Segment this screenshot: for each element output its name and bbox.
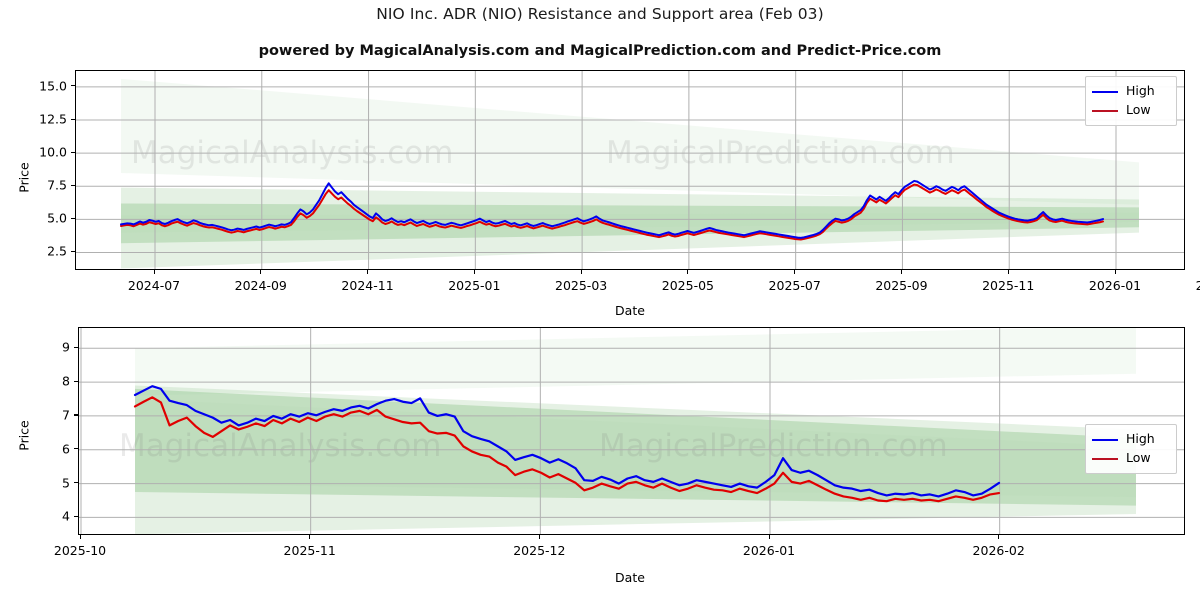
x-tick-label: 2025-11 xyxy=(283,543,336,558)
legend-swatch-low xyxy=(1092,109,1118,112)
legend-row-high: High xyxy=(1092,430,1168,449)
y-tick-mark xyxy=(71,217,75,219)
x-tick-mark xyxy=(260,270,262,274)
y-tick-mark xyxy=(71,250,75,253)
y-tick-mark xyxy=(74,448,78,450)
plot-top-canvas: MagicalAnalysis.com MagicalPrediction.com… xyxy=(76,71,1184,270)
x-tick-label: 2025-01 xyxy=(448,278,501,293)
y-tick-label: 12.5 xyxy=(39,111,67,127)
bottom-chart-ylabel: Price xyxy=(16,420,32,451)
legend-row-high: High xyxy=(1092,82,1168,101)
bottom-chart-plot-area: MagicalAnalysis.com MagicalPrediction.com xyxy=(78,327,1185,535)
x-tick-label: 2025-12 xyxy=(513,543,566,558)
x-tick-mark xyxy=(538,535,540,539)
y-tick-label: 7 xyxy=(62,407,70,423)
legend-label-high: High xyxy=(1126,431,1155,447)
y-tick-label: 9 xyxy=(62,339,70,355)
legend-swatch-high xyxy=(1092,90,1118,93)
x-tick-label: 2025-09 xyxy=(875,278,928,293)
bottom-chart-legend[interactable]: High Low xyxy=(1085,424,1177,474)
y-tick-mark xyxy=(74,515,78,517)
legend-row-low: Low xyxy=(1092,449,1168,468)
legend-row-low: Low xyxy=(1092,101,1168,120)
band-resistance-outer xyxy=(135,328,1136,396)
y-tick-label: 8 xyxy=(62,373,70,389)
y-tick-label: 10.0 xyxy=(39,144,67,160)
legend-label-low: Low xyxy=(1126,102,1151,118)
x-tick-label: 2024-11 xyxy=(341,278,394,293)
x-tick-label: 2025-05 xyxy=(661,278,714,293)
legend-swatch-low xyxy=(1092,457,1118,460)
watermark-text: MagicalPrediction.com xyxy=(599,428,948,464)
x-tick-mark xyxy=(1114,270,1116,274)
top-chart-legend[interactable]: High Low xyxy=(1085,76,1177,126)
band-resistance-outer xyxy=(121,78,1139,205)
x-tick-label: 2026-01 xyxy=(1088,278,1142,293)
x-tick-label: 2025-11 xyxy=(982,278,1035,293)
y-tick-mark xyxy=(71,151,75,153)
band-support-inner xyxy=(135,399,1136,498)
x-tick-label: 2024-09 xyxy=(234,278,287,293)
top-chart-plot-area: MagicalAnalysis.com MagicalPrediction.com… xyxy=(75,70,1185,270)
x-tick-mark xyxy=(367,270,369,274)
x-tick-mark xyxy=(768,535,770,539)
x-tick-mark xyxy=(998,535,1000,539)
y-tick-label: 7.5 xyxy=(47,177,67,193)
y-tick-label: 5 xyxy=(62,475,70,491)
x-tick-label: 2026-02 xyxy=(972,543,1025,558)
series-line-high xyxy=(120,179,1104,239)
x-tick-mark xyxy=(580,270,582,274)
x-tick-mark xyxy=(309,535,311,539)
x-tick-label: 2024-07 xyxy=(127,278,181,293)
legend-label-low: Low xyxy=(1126,450,1151,466)
y-tick-label: 6 xyxy=(62,441,70,457)
watermark-text: MagicalAnalysis.com xyxy=(119,428,441,464)
page-subtitle: powered by MagicalAnalysis.com and Magic… xyxy=(258,43,942,59)
series-line-low xyxy=(120,183,1104,241)
x-tick-label: 2025-03 xyxy=(554,278,608,293)
top-chart-panel: Price MagicalAnalysis.com MagicalPredicti… xyxy=(17,70,1200,318)
band-support-mid xyxy=(135,388,1136,506)
bottom-chart-xlabel: Date xyxy=(615,570,645,585)
top-chart-xlabel: Date xyxy=(615,303,645,318)
y-tick-mark xyxy=(74,380,78,382)
series-line-high xyxy=(133,385,1001,498)
page-title: NIO Inc. ADR (NIO) Resistance and Suppor… xyxy=(376,5,824,23)
y-tick-label: 5.0 xyxy=(47,210,67,226)
y-tick-label: 2.5 xyxy=(47,243,67,259)
y-tick-mark xyxy=(74,482,78,484)
plot-bottom-canvas: MagicalAnalysis.com MagicalPrediction.com xyxy=(79,328,1184,534)
legend-swatch-high xyxy=(1092,438,1118,441)
watermark-text: MagicalAnalysis.com xyxy=(131,265,453,270)
x-tick-label: 2026-03 xyxy=(1195,278,1200,293)
y-tick-mark xyxy=(74,346,78,348)
y-tick-label: 15.0 xyxy=(39,78,67,94)
x-tick-mark xyxy=(79,535,81,539)
y-tick-mark xyxy=(71,184,75,186)
x-tick-label: 2026-01 xyxy=(742,543,796,558)
y-tick-mark xyxy=(71,118,75,120)
x-tick-mark xyxy=(473,270,475,274)
band-support-outer xyxy=(135,385,1136,534)
x-tick-mark xyxy=(1007,270,1009,274)
x-tick-label: 2025-10 xyxy=(53,543,107,558)
x-tick-mark xyxy=(794,270,796,274)
legend-label-high: High xyxy=(1126,83,1155,99)
y-tick-mark xyxy=(71,85,75,87)
watermark-text: MagicalPrediction.com xyxy=(606,265,955,270)
y-tick-mark xyxy=(74,414,78,416)
x-tick-mark xyxy=(900,270,903,274)
x-tick-mark xyxy=(153,270,155,274)
y-tick-label: 4 xyxy=(62,508,70,524)
series-line-low xyxy=(133,396,1001,503)
x-tick-mark xyxy=(687,270,689,274)
x-tick-label: 2025-07 xyxy=(768,278,821,293)
